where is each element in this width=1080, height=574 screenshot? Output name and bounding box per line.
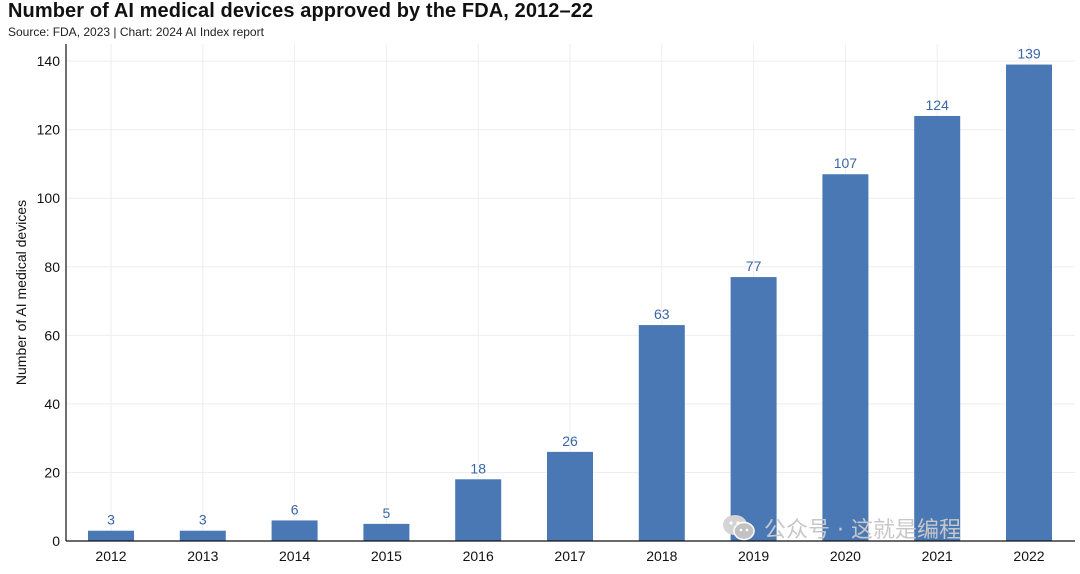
bar (639, 325, 685, 541)
x-tick-label: 2018 (646, 548, 677, 564)
labels: 0 20 40 60 80 100 120 140 3 2012 3 2013 6 2014 5 2015 18… (13, 46, 1045, 564)
y-tick-label: 140 (37, 53, 61, 69)
bar (547, 452, 593, 541)
bar (914, 116, 960, 541)
bar (180, 531, 226, 541)
y-tick-label: 100 (37, 190, 61, 206)
x-tick-label: 2022 (1013, 548, 1044, 564)
bar-value-label: 5 (383, 505, 391, 521)
watermark-text: 公众号 · 这就是编程 (764, 512, 961, 544)
y-tick-label: 20 (44, 464, 60, 480)
y-tick-label: 0 (52, 533, 60, 549)
bar-chart: 0 20 40 60 80 100 120 140 3 2012 3 2013 6 2014 5 2015 18… (0, 0, 1080, 574)
y-tick-label: 40 (44, 396, 60, 412)
bar (1006, 65, 1052, 541)
bar-value-label: 3 (199, 512, 207, 528)
x-tick-label: 2012 (95, 548, 126, 564)
bar (88, 531, 134, 541)
bar-value-label: 63 (654, 306, 670, 322)
bar (363, 524, 409, 541)
bar (455, 479, 501, 541)
y-tick-label: 80 (44, 259, 60, 275)
bar-value-label: 139 (1017, 46, 1041, 62)
y-tick-label: 60 (44, 327, 60, 343)
x-tick-label: 2021 (922, 548, 953, 564)
bar-value-label: 3 (107, 512, 115, 528)
wechat-icon (722, 513, 756, 543)
watermark: 公众号 · 这就是编程 (722, 512, 961, 544)
bar (272, 520, 318, 541)
x-tick-label: 2017 (554, 548, 585, 564)
x-tick-label: 2016 (463, 548, 494, 564)
x-tick-label: 2013 (187, 548, 218, 564)
bar (731, 277, 777, 541)
x-tick-label: 2020 (830, 548, 861, 564)
bar-value-label: 124 (926, 97, 950, 113)
y-axis-title: Number of AI medical devices (13, 200, 29, 385)
bar-value-label: 6 (291, 501, 299, 517)
x-tick-label: 2014 (279, 548, 310, 564)
x-tick-label: 2019 (738, 548, 769, 564)
bar-value-label: 26 (562, 433, 578, 449)
bar (822, 174, 868, 541)
bar-value-label: 77 (746, 258, 762, 274)
bar-value-label: 18 (470, 460, 486, 476)
x-tick-label: 2015 (371, 548, 402, 564)
bar-value-label: 107 (834, 155, 858, 171)
y-tick-label: 120 (37, 122, 61, 138)
